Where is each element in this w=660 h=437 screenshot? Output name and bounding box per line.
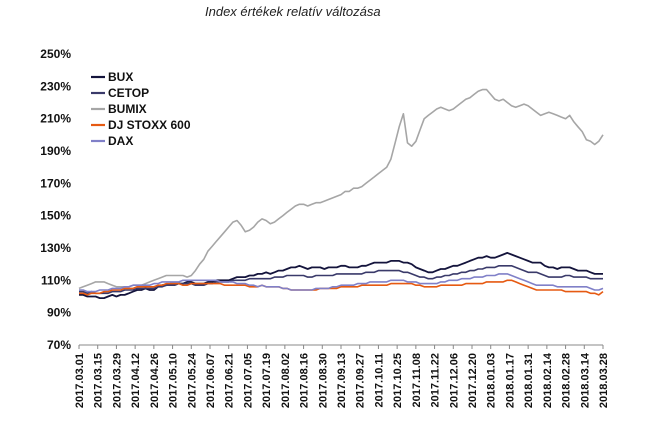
series-line-bux [79,251,603,300]
legend-label: BUX [108,70,133,84]
legend-label: DJ STOXX 600 [108,118,191,132]
x-tick-label: 2017.11.22 [430,353,442,407]
x-tick-label: 2017.05.24 [186,352,198,408]
legend-item: BUX [91,70,133,84]
x-tick-label: 2018.01.17 [504,353,516,408]
x-tick-label: 2017.03.29 [111,353,123,408]
legend-item: DJ STOXX 600 [91,118,191,132]
y-tick-label: 170% [40,176,71,190]
legend: BUX CETOP BUMIX DJ STOXX 600 DAX [91,70,191,148]
y-tick-label: 150% [40,209,71,223]
x-tick-label: 2017.07.19 [261,353,273,408]
y-tick-label: 210% [40,112,71,126]
x-tick-label: 2018.03.28 [598,353,610,408]
legend-item: BUMIX [91,102,147,116]
y-tick-label: 130% [40,241,71,255]
y-tick-label: 190% [40,144,71,158]
x-tick-label: 2017.08.16 [299,353,311,408]
x-tick-label: 2018.02.14 [542,352,554,408]
x-tick-label: 2017.06.07 [205,353,217,408]
x-tick-label: 2018.01.31 [523,353,535,408]
series-line-bumix [78,88,604,290]
y-axis-ticks: 70% 90% 110% 130% 150% 170% 190% 210% 230% 250% [40,47,71,352]
x-tick-label: 2017.10.11 [373,353,385,407]
chart-title: Index értékek relatív változása [205,4,381,19]
x-tick-label: 2017.07.05 [242,353,254,408]
x-axis-ticks: 2017.03.01 2017.03.15 2017.03.29 2017.04.12… [74,345,610,408]
x-tick-label: 2017.06.21 [224,353,236,408]
series-line-dj-stoxx-600 [79,279,604,296]
y-tick-label: 90% [47,306,71,320]
legend-item: CETOP [91,86,149,100]
x-tick-label: 2018.02.28 [561,353,573,408]
series-lines [78,88,604,300]
series-line-cetop [79,264,603,295]
legend-item: DAX [91,134,133,148]
y-tick-label: 250% [40,47,71,61]
x-tick-label: 2017.05.10 [168,353,180,408]
y-tick-label: 110% [41,273,71,287]
x-tick-label: 2017.08.02 [280,353,292,408]
x-tick-label: 2017.04.26 [149,353,161,408]
x-tick-label: 2017.09.13 [336,353,348,408]
x-tick-label: 2017.11.08 [411,353,423,407]
legend-label: CETOP [108,86,149,100]
x-tick-label: 2018.03.14 [579,352,591,408]
x-tick-label: 2017.12.20 [467,353,479,408]
legend-label: BUMIX [108,102,147,116]
x-tick-label: 2018.01.03 [486,353,498,408]
legend-label: DAX [108,134,133,148]
x-tick-label: 2017.03.01 [74,353,86,408]
series-line-dax [79,273,604,293]
x-tick-label: 2017.08.30 [317,353,329,408]
x-tick-label: 2017.12.06 [448,353,460,408]
y-tick-label: 230% [40,79,71,93]
x-tick-label: 2017.10.25 [392,353,404,408]
x-tick-label: 2017.03.15 [93,353,105,408]
x-tick-label: 2017.04.12 [130,353,142,408]
x-tick-label: 2017.09.27 [355,353,367,408]
y-tick-label: 70% [47,338,71,352]
